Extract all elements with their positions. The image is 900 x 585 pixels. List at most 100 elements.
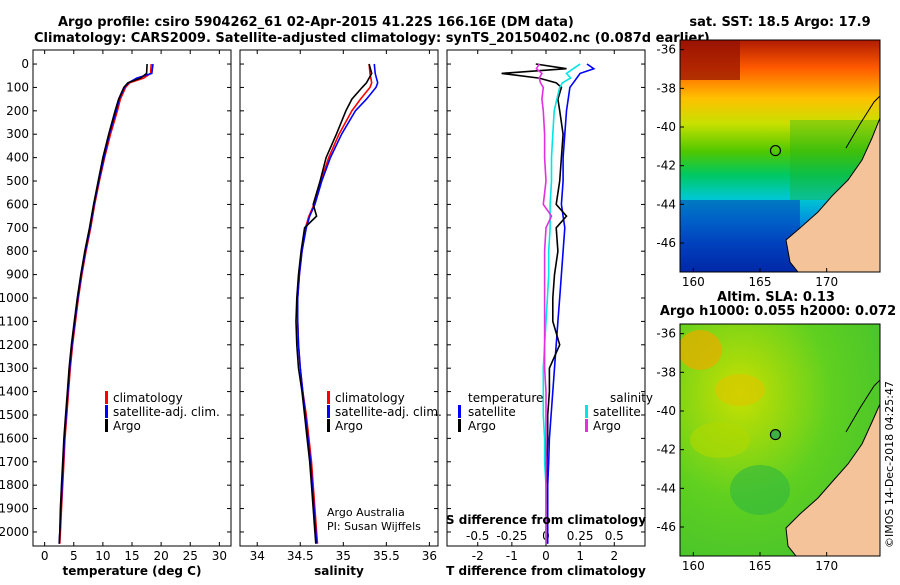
sst-map-title: sat. SST: 18.5 Argo: 17.9 xyxy=(689,15,870,30)
legend-head-salinity: salinity xyxy=(610,391,653,405)
depth-tick-label: 1100 xyxy=(0,314,29,328)
x-tick-label: 15 xyxy=(124,549,139,563)
sst-cold-patch xyxy=(680,200,800,272)
credit-line-2: PI: Susan Wijffels xyxy=(327,520,421,533)
series-line-temperature-satellite xyxy=(546,63,596,544)
depth-tick-label: 1200 xyxy=(0,338,29,352)
depth-tick-label: 800 xyxy=(6,244,29,258)
series-line-satellite-adj-clim xyxy=(58,63,154,544)
legend-label-t-argo: Argo xyxy=(468,419,496,433)
legend-label-t-satellite: satellite xyxy=(468,405,516,419)
map-y-tick-label: -46 xyxy=(656,520,676,534)
depth-tick-label: 100 xyxy=(6,80,29,94)
depth-tick-label: 2000 xyxy=(0,525,29,539)
map-x-tick-label: 165 xyxy=(749,275,772,289)
map-panels: sat. SST: 18.5 Argo: 17.9 160 165 170 -36 -3… xyxy=(656,15,896,573)
sst-map-axes: 160 165 170 -36 -38 -40 -42 -44 -46 xyxy=(656,43,838,289)
map-y-tick-label: -40 xyxy=(656,404,676,418)
map-y-tick-label: -38 xyxy=(656,365,676,379)
x-tick-label: 5 xyxy=(70,549,78,563)
legend-label-satellite: satellite-adj. clim. xyxy=(335,405,442,419)
temperature-xlabel: temperature (deg C) xyxy=(63,564,202,578)
legend-swatch-s-argo xyxy=(585,419,588,432)
legend-swatch-climatology xyxy=(327,391,330,404)
salinity-xlabel: salinity xyxy=(314,564,364,578)
x-tick-label: 1 xyxy=(576,549,584,563)
top-x-tick-label: -0.25 xyxy=(496,529,527,543)
map-y-tick-label: -36 xyxy=(656,43,676,57)
sla-low-patch xyxy=(730,465,790,515)
depth-tick-label: 400 xyxy=(6,151,29,165)
legend-label-argo: Argo xyxy=(335,419,363,433)
sla-float-marker xyxy=(769,428,782,441)
top-x-tick-label: -0.5 xyxy=(466,529,489,543)
map-y-tick-label: -42 xyxy=(656,443,676,457)
legend-label-argo: Argo xyxy=(113,419,141,433)
x-tick-label: 35 xyxy=(336,549,351,563)
map-x-tick-label: 170 xyxy=(815,559,838,573)
depth-tick-label: 900 xyxy=(6,268,29,282)
depth-tick-label: 1600 xyxy=(0,431,29,445)
temperature-plot: 0 5 10 15 20 25 30 xyxy=(41,50,227,563)
difference-plot: -2 -1 0 1 2-0.5 -0.25 0 0.25 0.5 xyxy=(466,50,624,563)
legend-swatch-argo xyxy=(327,419,330,432)
credit-line-1: Argo Australia xyxy=(327,506,405,519)
legend-label-s-satellite: satellite xyxy=(593,405,641,419)
x-tick-label: 34 xyxy=(250,549,265,563)
legend-swatch-satellite xyxy=(327,405,330,418)
map-x-tick-label: 160 xyxy=(682,559,705,573)
x-tick-label: 25 xyxy=(183,549,198,563)
sla-map-axes: 160 165 170 -36 -38 -40 -42 -44 -46 xyxy=(656,327,838,573)
sla-high-patch xyxy=(680,330,722,370)
x-tick-label: -1 xyxy=(506,549,518,563)
legend-swatch-climatology xyxy=(105,391,108,404)
depth-tick-label: 700 xyxy=(6,221,29,235)
x-tick-label: 20 xyxy=(153,549,168,563)
legend-swatch-t-argo xyxy=(458,419,461,432)
depth-tick-label: 1900 xyxy=(0,502,29,516)
legend-label-climatology: climatology xyxy=(335,391,405,405)
difference-legend: temperature salinity satellite Argo sate… xyxy=(458,391,653,433)
depth-axis: 0 100 200 300 400 500 600 700 800 900 1000 1100 1200… xyxy=(0,57,645,539)
series-line-argo xyxy=(295,63,373,544)
depth-tick-label: 200 xyxy=(6,104,29,118)
legend-label-satellite: satellite-adj. clim. xyxy=(113,405,220,419)
depth-tick-label: 1800 xyxy=(0,478,29,492)
salinity-panel-frame xyxy=(239,49,439,547)
legend-head-temperature: temperature xyxy=(468,391,543,405)
series-line-climatology xyxy=(296,63,373,544)
map-y-tick-label: -46 xyxy=(656,236,676,250)
depth-tick-label: 0 xyxy=(21,57,29,71)
sst-isobath xyxy=(845,95,880,149)
x-tick-label: 0 xyxy=(542,549,550,563)
x-tick-label: 34.5 xyxy=(287,549,314,563)
x-tick-label: 0 xyxy=(41,549,49,563)
series-line-argo xyxy=(58,63,148,544)
map-y-tick-label: -44 xyxy=(656,197,676,211)
sla-high-patch xyxy=(715,374,765,406)
depth-tick-label: 1700 xyxy=(0,455,29,469)
map-y-tick-label: -36 xyxy=(656,327,676,341)
profile-panels: 0100200300400500600700800900100011001200… xyxy=(0,49,653,578)
sla-map-subtitle: Argo h1000: 0.055 h2000: 0.072 xyxy=(660,304,896,319)
salinity-legend: climatology satellite-adj. clim. Argo xyxy=(327,391,442,433)
sla-map-frame xyxy=(679,323,881,557)
sla-map-title: Altim. SLA: 0.13 xyxy=(717,290,835,305)
x-tick-label: -2 xyxy=(472,549,484,563)
depth-tick-label: 600 xyxy=(6,197,29,211)
legend-swatch-argo xyxy=(105,419,108,432)
depth-tick-label: 500 xyxy=(6,174,29,188)
series-line-temperature-argo xyxy=(501,63,568,544)
series-line-salinity-argo xyxy=(535,63,553,544)
map-x-tick-label: 170 xyxy=(815,275,838,289)
depth-tick-label: 1000 xyxy=(0,291,29,305)
sla-map-image xyxy=(680,324,880,556)
difference-top-xlabel: S difference from climatology xyxy=(446,513,646,527)
legend-swatch-s-satellite xyxy=(585,405,588,418)
top-x-tick-label: 0.5 xyxy=(605,529,624,543)
x-tick-label: 36 xyxy=(422,549,437,563)
title-line-1: Argo profile: csiro 5904262_61 02-Apr-20… xyxy=(58,15,574,30)
x-tick-label: 30 xyxy=(212,549,227,563)
